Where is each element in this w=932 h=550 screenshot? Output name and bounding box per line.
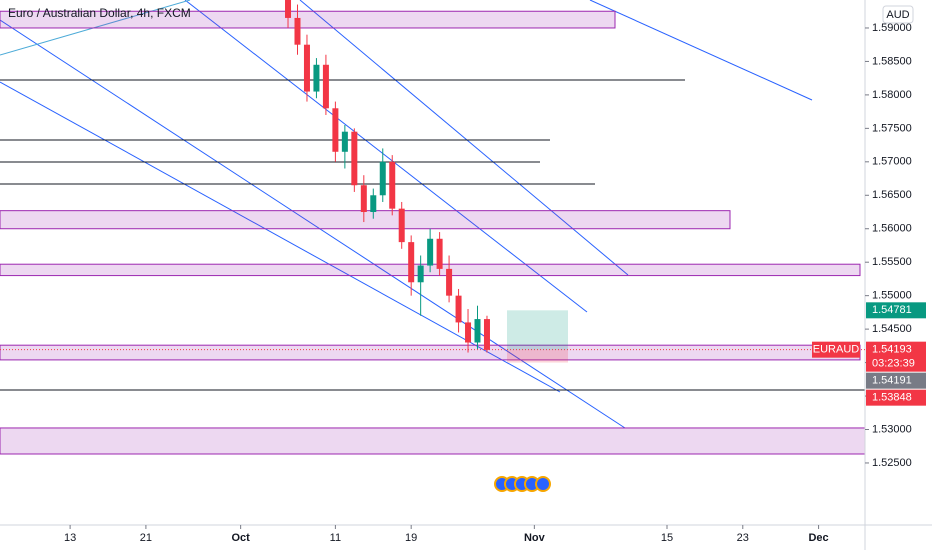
y-tick-label: 1.58500 xyxy=(872,55,912,67)
symbol-box xyxy=(812,341,860,358)
price-label: 1.53848 xyxy=(872,392,912,404)
candle-body xyxy=(389,161,396,209)
candle-body xyxy=(285,0,292,18)
candle-body xyxy=(351,131,358,186)
candle-body xyxy=(465,322,472,343)
y-tick-label: 1.58000 xyxy=(872,89,912,101)
price-label-box xyxy=(866,389,926,406)
x-tick-label: Nov xyxy=(524,532,546,544)
candle-body xyxy=(332,108,339,152)
candle-body xyxy=(303,44,310,92)
countdown: 03:23:39 xyxy=(872,358,915,370)
event-icons xyxy=(494,476,551,492)
y-tick-label: 1.54500 xyxy=(872,323,912,335)
x-tick-label: Dec xyxy=(808,532,828,544)
price-label-box xyxy=(866,302,926,319)
trend-line xyxy=(589,0,813,101)
y-tick-label: 1.57500 xyxy=(872,122,912,134)
candle-body xyxy=(360,185,367,213)
zone xyxy=(0,210,731,230)
y-tick-label: 1.53000 xyxy=(872,423,912,435)
candle-body xyxy=(322,64,329,109)
currency-box xyxy=(882,5,914,24)
candle-body xyxy=(313,64,320,92)
candle-body xyxy=(370,195,377,213)
trend-line xyxy=(184,0,588,313)
candle-body xyxy=(408,242,415,283)
symbol: EURAUD xyxy=(813,344,860,356)
candle-body xyxy=(398,208,405,243)
y-tick-label: 1.55500 xyxy=(872,256,912,268)
candle-body xyxy=(455,295,462,323)
currency: AUD xyxy=(886,9,909,21)
x-tick-label: 13 xyxy=(64,532,76,544)
candle-body xyxy=(294,17,301,45)
x-tick-label: 23 xyxy=(737,532,749,544)
price-label-box xyxy=(866,372,926,389)
event-icon xyxy=(535,476,551,492)
candle-body xyxy=(483,319,490,350)
candle-body xyxy=(417,265,424,283)
candle-body xyxy=(446,268,453,296)
candle-body xyxy=(341,131,348,152)
candle-body xyxy=(379,161,386,196)
x-tick-label: 19 xyxy=(405,532,417,544)
zone xyxy=(0,10,616,29)
x-tick-label: Oct xyxy=(231,532,250,544)
y-tick-label: 1.52500 xyxy=(872,457,912,469)
y-tick-label: 1.55000 xyxy=(872,290,912,302)
position-target xyxy=(507,310,568,350)
y-tick-label: 1.57000 xyxy=(872,156,912,168)
candle-body xyxy=(436,238,443,269)
y-tick-label: 1.56000 xyxy=(872,223,912,235)
trend-line xyxy=(299,0,629,276)
price-label: 1.54191 xyxy=(872,375,912,387)
x-tick-label: 11 xyxy=(330,532,341,544)
zone xyxy=(0,344,861,361)
price-label-box xyxy=(866,341,926,372)
price-label: 1.54781 xyxy=(872,304,912,316)
candle-body xyxy=(474,319,481,343)
chart-title: Euro / Australian Dollar, 4h, FXCM xyxy=(8,6,191,20)
candle-body xyxy=(427,238,434,266)
y-tick-label: 1.59000 xyxy=(872,22,912,34)
x-tick-label: 15 xyxy=(661,532,673,544)
price-label: 1.54193 xyxy=(872,344,912,356)
position-stop xyxy=(507,349,568,363)
x-tick-label: 21 xyxy=(140,532,152,544)
zone xyxy=(0,427,866,455)
y-tick-label: 1.56500 xyxy=(872,189,912,201)
